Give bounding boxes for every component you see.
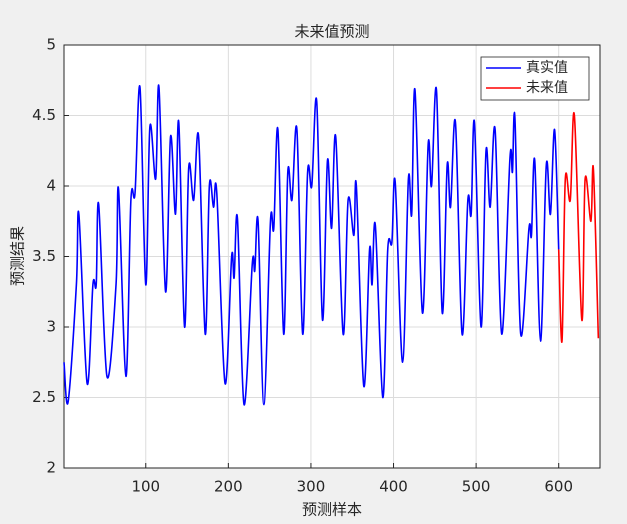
legend-box xyxy=(480,56,590,101)
legend-label: 未来值 xyxy=(526,80,568,96)
x-tick-label: 100 xyxy=(131,478,160,496)
x-tick-label: 200 xyxy=(214,478,243,496)
axes-box xyxy=(63,44,601,469)
y-tick-label: 3.5 xyxy=(32,247,56,265)
x-axis-label: 预测样本 xyxy=(302,501,362,519)
y-tick-label: 4.5 xyxy=(32,106,56,124)
y-tick-label: 5 xyxy=(46,36,56,54)
series-line xyxy=(63,84,560,406)
legend-label: 真实值 xyxy=(526,60,568,76)
y-axis-label: 预测结果 xyxy=(9,226,27,286)
x-tick-label: 300 xyxy=(297,478,326,496)
y-tick-label: 4 xyxy=(46,177,56,195)
chart-title: 未来值预测 xyxy=(294,23,369,41)
x-tick-label: 500 xyxy=(462,478,491,496)
y-tick-label: 2.5 xyxy=(32,388,56,406)
x-tick-label: 400 xyxy=(379,478,408,496)
y-tick-label: 2 xyxy=(46,459,56,477)
series-line xyxy=(557,111,600,343)
x-tick-label: 600 xyxy=(544,478,573,496)
y-tick-label: 3 xyxy=(46,318,56,336)
